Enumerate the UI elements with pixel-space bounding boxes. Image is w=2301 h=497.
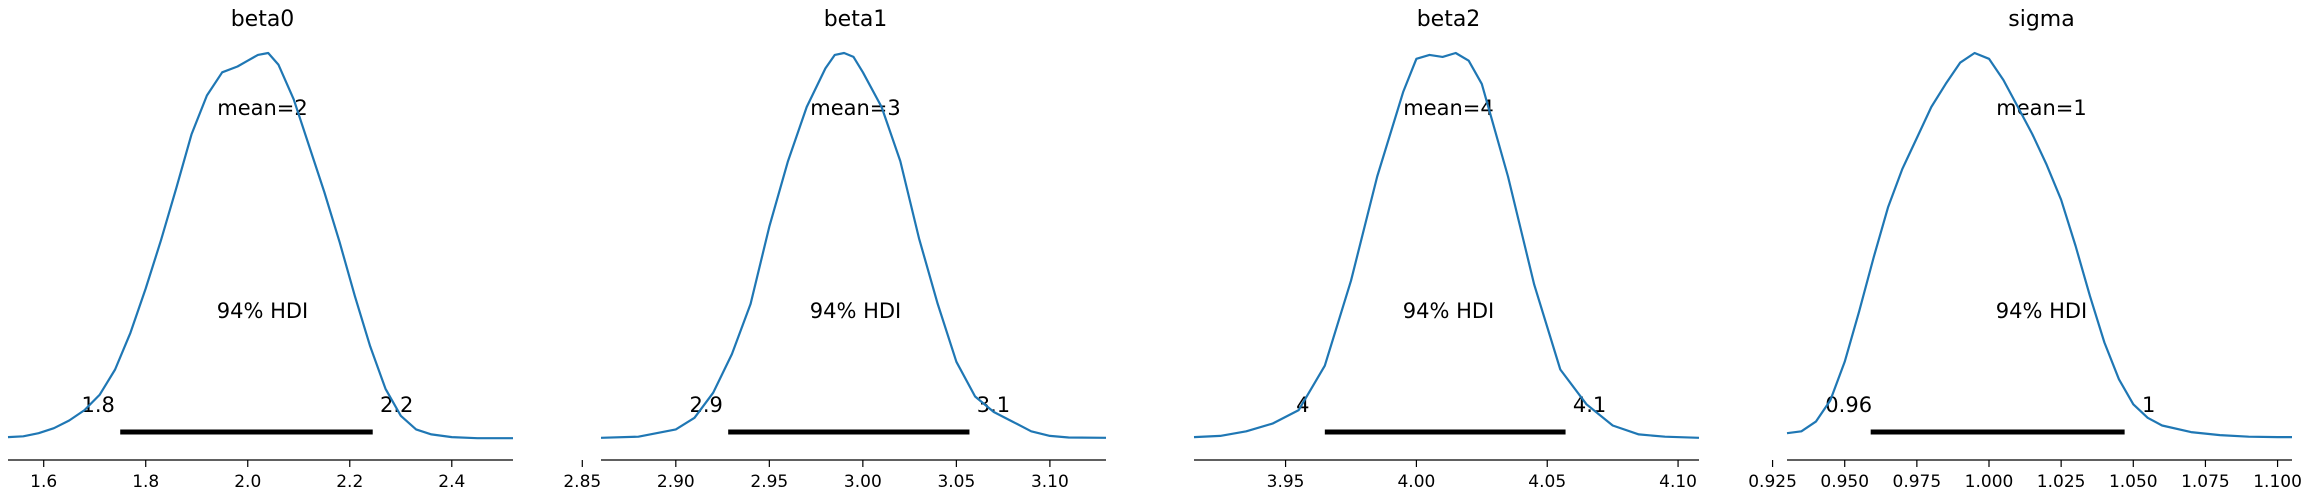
x-tick-label: 2.85	[563, 472, 601, 492]
kde-line	[7, 51, 513, 440]
x-tick-label: 3.00	[844, 472, 882, 492]
x-tick-label: 1.025	[2037, 472, 2086, 492]
x-tick-label: 3.05	[937, 472, 975, 492]
panel-title: beta2	[1417, 7, 1481, 32]
kde-line	[600, 51, 1107, 439]
kde-line	[1786, 51, 2292, 439]
hdi-upper-label: 4.1	[1573, 393, 1606, 417]
x-tick-label: 2.0	[234, 472, 261, 492]
hdi-upper-label: 2.2	[380, 393, 413, 417]
x-tick-label: 0.950	[1820, 472, 1869, 492]
x-tick-label: 1.050	[2109, 472, 2158, 492]
x-tick-label: 4.05	[1528, 472, 1566, 492]
mean-label: mean=3	[810, 96, 901, 120]
panel-beta2: beta2 mean=4 94% HDI 4 4.1 3.95 4.00 4.05 4…	[1193, 7, 1700, 492]
kde-line	[1193, 51, 1700, 439]
hdi-label: 94% HDI	[1996, 299, 2088, 323]
hdi-lower-label: 0.96	[1825, 393, 1872, 417]
hdi-label: 94% HDI	[810, 299, 902, 323]
panel-title: beta0	[231, 7, 295, 32]
x-tick-label: 2.4	[438, 472, 465, 492]
hdi-upper-label: 3.1	[977, 393, 1010, 417]
mean-label: mean=2	[217, 96, 308, 120]
x-tick-label: 1.6	[30, 472, 57, 492]
x-tick-label: 1.000	[1965, 472, 2014, 492]
x-tick-label: 1.8	[132, 472, 159, 492]
x-tick-label: 2.95	[750, 472, 788, 492]
x-tick-label: 3.10	[1031, 472, 1069, 492]
x-tick-label: 4.10	[1659, 472, 1697, 492]
hdi-label: 94% HDI	[1403, 299, 1495, 323]
x-tick-label: 1.075	[2181, 472, 2230, 492]
x-tick-label: 2.2	[336, 472, 363, 492]
x-tick-label: 2.90	[657, 472, 695, 492]
hdi-upper-label: 1	[2142, 393, 2155, 417]
hdi-lower-label: 2.9	[689, 393, 722, 417]
x-tick-label: 3.95	[1267, 472, 1305, 492]
hdi-label: 94% HDI	[217, 299, 309, 323]
mean-label: mean=4	[1403, 96, 1494, 120]
x-tick-label: 1.100	[2253, 472, 2301, 492]
panel-title: beta1	[824, 7, 888, 32]
panel-beta1: beta1 mean=3 94% HDI 2.9 3.1 2.85 2.90 2.9…	[563, 7, 1107, 492]
x-tick-label: 0.975	[1893, 472, 1942, 492]
x-tick-label: 4.00	[1397, 472, 1435, 492]
panel-sigma: sigma mean=1 94% HDI 0.96 1 0.925 0.950 0.…	[1748, 7, 2301, 492]
panel-title: sigma	[2008, 7, 2074, 32]
mean-label: mean=1	[1996, 96, 2087, 120]
panel-beta0: beta0 mean=2 94% HDI 1.8 2.2 1.6 1.8 2.0 2.…	[7, 7, 513, 492]
x-tick-label: 0.925	[1748, 472, 1797, 492]
